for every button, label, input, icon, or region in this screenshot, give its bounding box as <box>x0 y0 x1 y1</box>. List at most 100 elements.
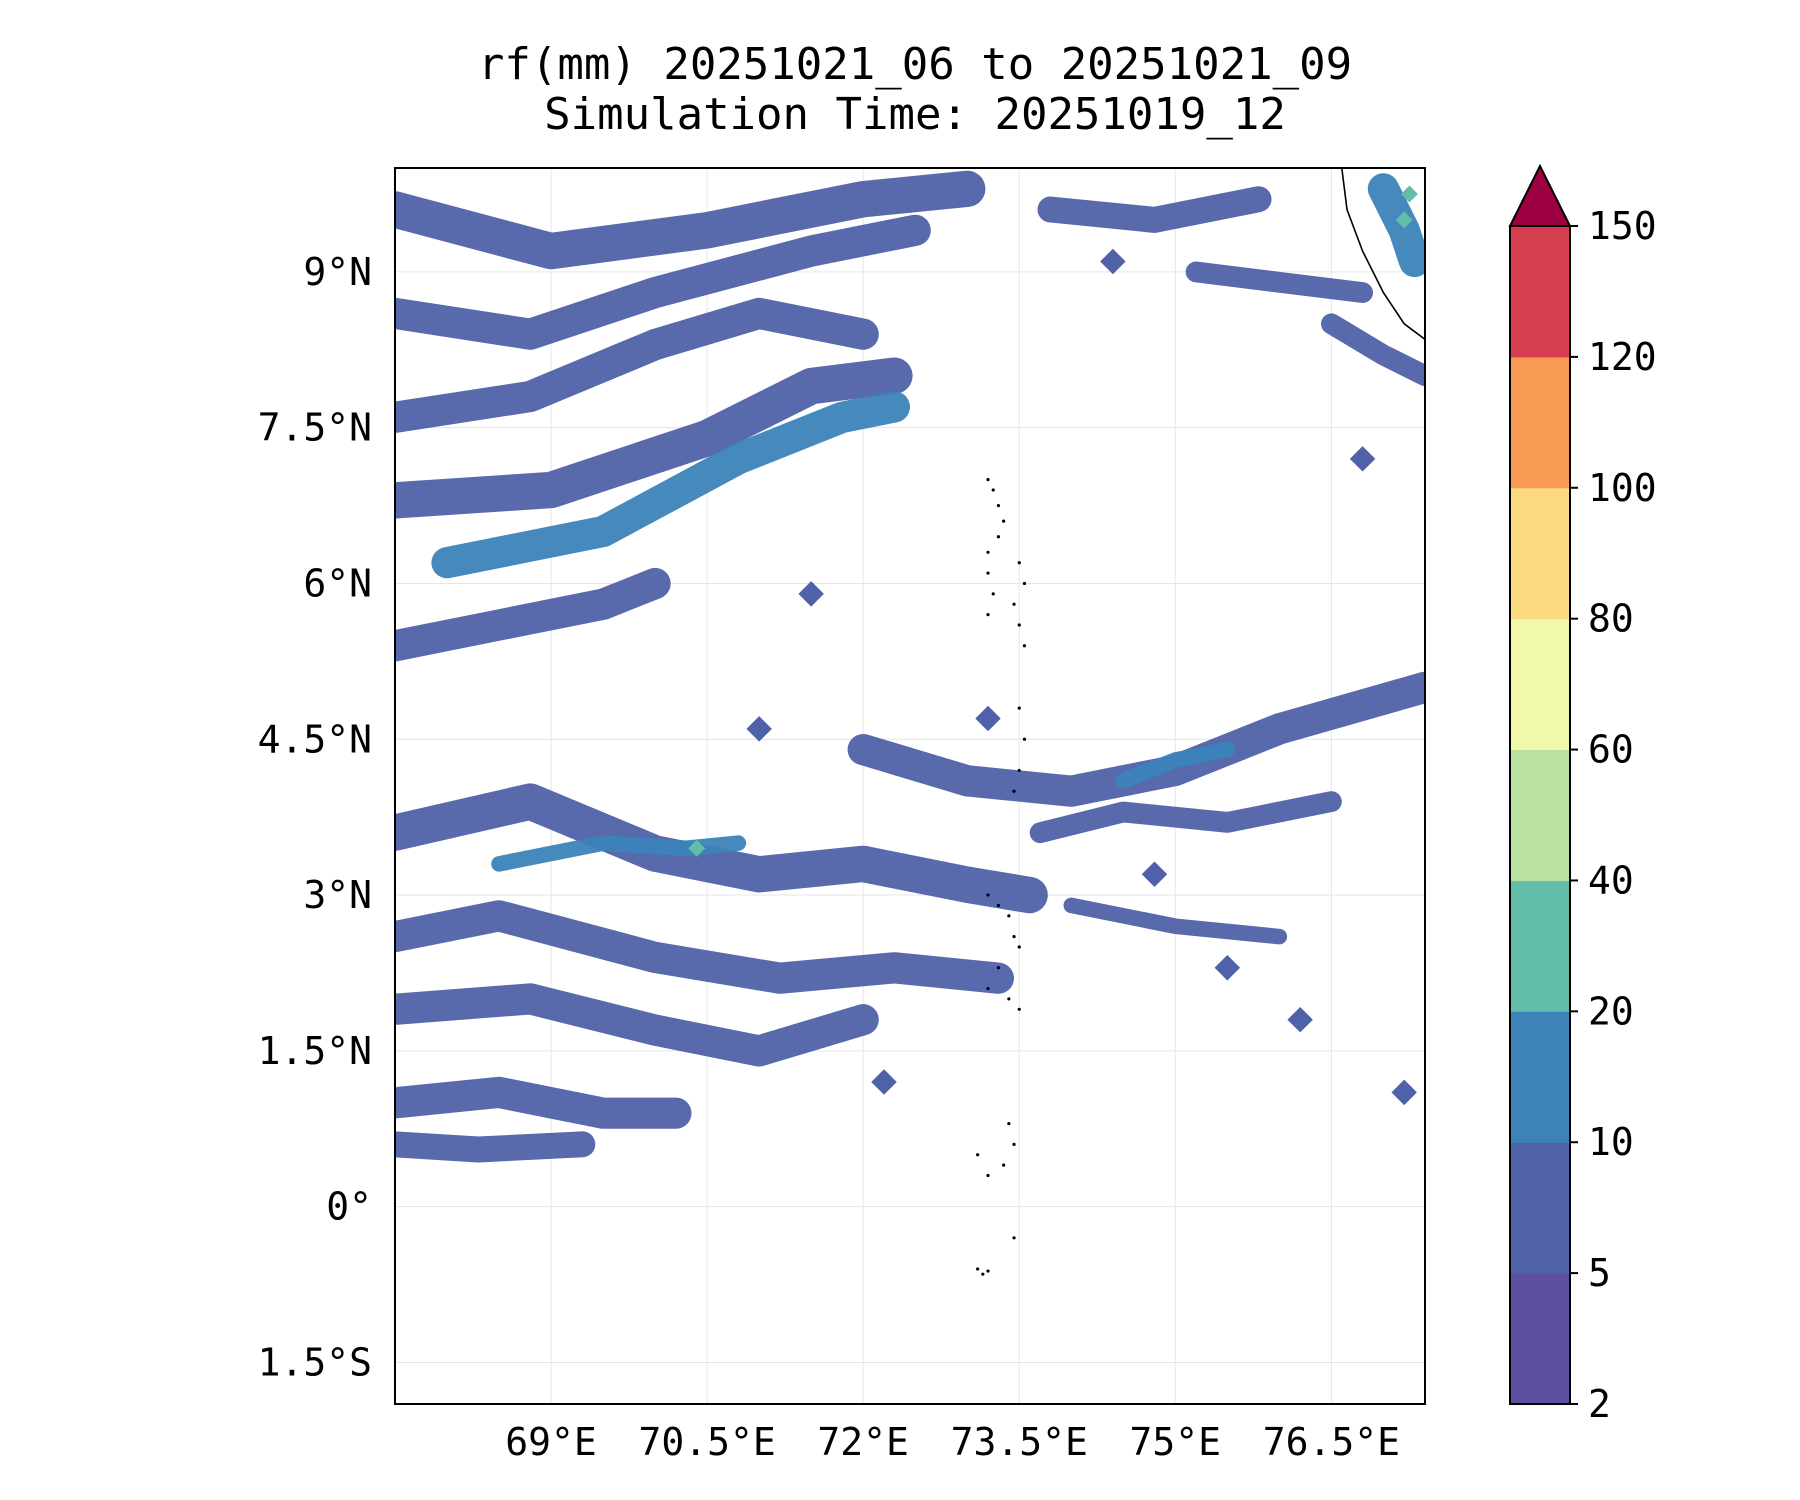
island-dot <box>991 488 995 492</box>
colorbar-segment <box>1510 226 1570 358</box>
island-dot <box>996 535 1001 539</box>
rain-band <box>491 835 747 872</box>
colorbar-tick-label: 150 <box>1588 204 1657 248</box>
colorbar-tick-label: 5 <box>1588 1251 1611 1295</box>
colorbar-tick-label: 60 <box>1588 728 1634 772</box>
rain-band <box>395 783 1048 914</box>
lat-tick-label: 9°N <box>303 250 372 294</box>
rain-band <box>395 983 879 1067</box>
rain-band <box>395 357 913 519</box>
island-dot <box>1012 789 1016 793</box>
island-dot <box>976 1153 980 1157</box>
rain-band <box>1029 791 1342 844</box>
colorbar-tick-label: 40 <box>1588 858 1634 902</box>
rain-band <box>395 214 931 350</box>
rain-band <box>1367 173 1425 278</box>
rain-band <box>1115 741 1236 789</box>
colorbar-segment <box>1510 880 1570 1012</box>
lon-tick-label: 75°E <box>1130 1420 1222 1464</box>
lat-tick-label: 4.5°N <box>258 717 372 761</box>
rain-band <box>395 1131 596 1163</box>
lon-tick-label: 73.5°E <box>951 1420 1088 1464</box>
rain-band <box>1063 897 1288 945</box>
island-dot <box>996 503 1001 508</box>
island-dot <box>986 893 990 897</box>
island-dot <box>991 592 995 596</box>
colorbar-tick-label: 100 <box>1588 466 1657 510</box>
island-dot <box>1002 1163 1006 1167</box>
rainfall-field <box>395 170 1425 1163</box>
colorbar-frame <box>1509 225 1571 1405</box>
island-dot <box>1022 644 1027 648</box>
rain-cell <box>975 705 1001 732</box>
lon-tick-label: 70.5°E <box>638 1420 775 1464</box>
island-dot <box>1017 768 1021 773</box>
colorbar-tick-label: 120 <box>1588 335 1657 379</box>
lon-tick-label: 76.5°E <box>1263 1420 1400 1464</box>
island-dot <box>986 613 990 617</box>
title-line-2: Simulation Time: 20251019_12 <box>544 89 1286 140</box>
rain-band <box>1037 186 1272 233</box>
rain-cell <box>688 839 706 857</box>
island-dot <box>1017 561 1021 565</box>
island-dot <box>1017 945 1021 949</box>
rain-cell <box>798 581 824 607</box>
colorbar-segment <box>1510 1142 1570 1274</box>
island-dot <box>986 477 990 482</box>
colorbar: 2 5 10 20 40 60 80 100 120 150 <box>1508 163 1657 1426</box>
longitude-axis: 69°E 70.5°E 72°E 73.5°E 75°E 76.5°E <box>505 1420 1400 1464</box>
plot-frame <box>394 167 1426 1405</box>
island-dot <box>986 571 990 575</box>
island-dot <box>1002 519 1006 523</box>
lat-tick-label: 0° <box>326 1185 372 1229</box>
rain-band <box>395 297 879 433</box>
island-dot <box>1012 935 1016 939</box>
colorbar-segment <box>1510 749 1570 881</box>
island-dot <box>1007 997 1011 1001</box>
island-dot <box>976 1267 980 1271</box>
island-dot <box>1007 914 1011 918</box>
lat-tick-label: 1.5°N <box>258 1029 372 1073</box>
island-dot <box>1017 1007 1021 1011</box>
rain-band <box>395 567 671 662</box>
lon-tick-label: 72°E <box>817 1420 909 1464</box>
rain-cell <box>746 716 772 742</box>
colorbar-segment <box>1510 356 1570 489</box>
lat-tick-label: 7.5°N <box>258 406 372 450</box>
map-title: rf(mm) 20251021_06 to 20251021_09 Simula… <box>395 40 1435 140</box>
island-dot <box>1022 581 1027 586</box>
colorbar-tick-label: 80 <box>1588 597 1634 641</box>
rain-band <box>1185 261 1373 303</box>
island-dot <box>1012 1236 1016 1240</box>
rain-band <box>395 170 986 270</box>
rain-band <box>1321 313 1425 387</box>
title-line-1: rf(mm) 20251021_06 to 20251021_09 <box>477 39 1353 90</box>
island-dot <box>986 1173 990 1178</box>
island-dot <box>981 1272 985 1276</box>
lat-tick-label: 1.5°S <box>258 1340 372 1384</box>
colorbar-tick-label: 20 <box>1588 989 1634 1033</box>
plot-background <box>395 168 1425 1404</box>
land-features <box>976 168 1425 1276</box>
colorbar-segment <box>1510 618 1570 751</box>
lat-tick-label: 3°N <box>303 873 372 917</box>
colorbar-segment <box>1510 487 1570 620</box>
island-dot <box>986 550 990 554</box>
colorbar-segment <box>1510 1273 1570 1405</box>
island-dot <box>1012 1142 1016 1146</box>
island-dot <box>1022 737 1027 741</box>
colorbar-tick-label: 2 <box>1588 1382 1611 1426</box>
lat-tick-label: 6°N <box>303 561 372 605</box>
island-dot <box>1017 706 1021 710</box>
colorbar-extend-arrow <box>1508 163 1572 227</box>
lon-tick-label: 69°E <box>505 1420 597 1464</box>
rain-band <box>395 1076 692 1129</box>
island-dot <box>986 1269 990 1273</box>
island-dot <box>986 986 990 991</box>
colorbar-segment <box>1510 1011 1570 1143</box>
island-dot <box>996 966 1001 970</box>
island-dot <box>996 903 1001 908</box>
colorbar-tick-label: 10 <box>1588 1120 1634 1164</box>
rain-band <box>431 391 910 579</box>
